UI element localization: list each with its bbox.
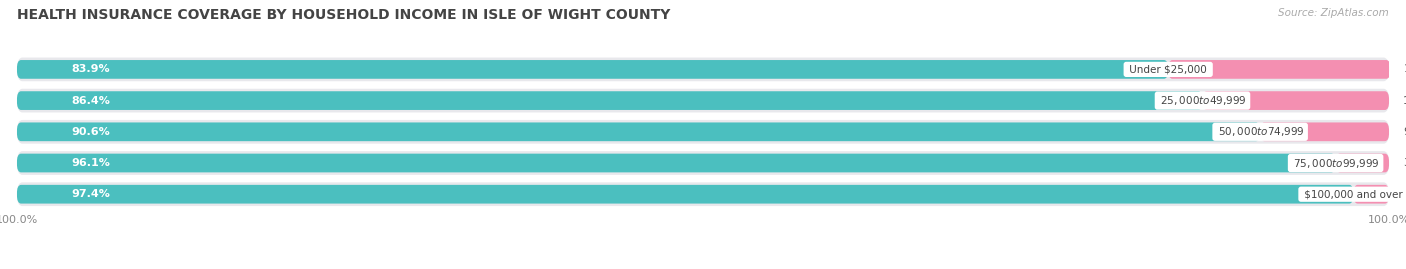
Text: 97.4%: 97.4% [72,189,111,199]
FancyBboxPatch shape [17,151,1389,175]
Legend: With Coverage, Without Coverage: With Coverage, Without Coverage [575,267,831,269]
Text: $100,000 and over: $100,000 and over [1301,189,1406,199]
Text: 96.1%: 96.1% [72,158,111,168]
Text: 9.4%: 9.4% [1403,127,1406,137]
FancyBboxPatch shape [17,120,1389,144]
Text: 16.2%: 16.2% [1405,64,1406,75]
FancyBboxPatch shape [17,182,1389,206]
Text: 86.4%: 86.4% [72,95,111,106]
FancyBboxPatch shape [1202,91,1389,110]
FancyBboxPatch shape [1260,122,1389,141]
FancyBboxPatch shape [17,122,1260,141]
FancyBboxPatch shape [17,185,1354,204]
Text: 83.9%: 83.9% [72,64,111,75]
Text: Source: ZipAtlas.com: Source: ZipAtlas.com [1278,8,1389,18]
FancyBboxPatch shape [17,91,1202,110]
FancyBboxPatch shape [17,60,1168,79]
FancyBboxPatch shape [1354,185,1389,204]
Text: 3.9%: 3.9% [1403,158,1406,168]
Text: 13.6%: 13.6% [1403,95,1406,106]
FancyBboxPatch shape [17,89,1389,112]
FancyBboxPatch shape [1336,154,1389,172]
FancyBboxPatch shape [1168,60,1391,79]
Text: 2.6%: 2.6% [1403,189,1406,199]
Text: Under $25,000: Under $25,000 [1126,64,1211,75]
Text: 90.6%: 90.6% [72,127,111,137]
Text: $50,000 to $74,999: $50,000 to $74,999 [1215,125,1305,138]
Text: HEALTH INSURANCE COVERAGE BY HOUSEHOLD INCOME IN ISLE OF WIGHT COUNTY: HEALTH INSURANCE COVERAGE BY HOUSEHOLD I… [17,8,671,22]
Text: $75,000 to $99,999: $75,000 to $99,999 [1291,157,1381,169]
FancyBboxPatch shape [17,154,1336,172]
Text: $25,000 to $49,999: $25,000 to $49,999 [1157,94,1247,107]
FancyBboxPatch shape [17,58,1389,81]
